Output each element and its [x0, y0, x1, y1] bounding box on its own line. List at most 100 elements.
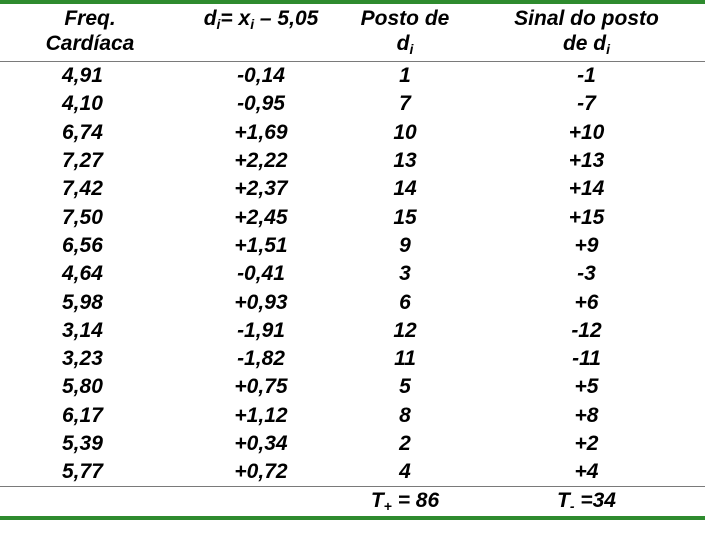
- cell-freq: 4,10: [62, 92, 103, 116]
- table-row: 5,77 +0,72 4 +4: [0, 458, 705, 486]
- cell-freq: 3,23: [62, 347, 103, 371]
- cell-di: +0,72: [234, 460, 288, 484]
- header-freq-line1: Freq.: [64, 7, 116, 30]
- cell-freq: 6,74: [62, 120, 103, 144]
- header-posto-sub: i: [409, 41, 414, 57]
- t-minus-symbol: T: [557, 489, 570, 513]
- table-row: 3,14 -1,91 12 -12: [0, 317, 705, 345]
- t-plus-sub: +: [383, 498, 392, 515]
- cell-freq: 5,98: [62, 290, 103, 314]
- table-row: 7,50 +2,45 15 +15: [0, 203, 705, 231]
- cell-sinal: +2: [574, 432, 599, 455]
- t-minus-sub: -: [569, 498, 575, 515]
- bottom-green-rule: [0, 516, 705, 520]
- table-row: 6,56 +1,51 9 +9: [0, 232, 705, 260]
- header-di-mid: = x: [220, 7, 251, 30]
- table-row: 6,17 +1,12 8 +8: [0, 402, 705, 430]
- table-row: 3,23 -1,82 11 -11: [0, 345, 705, 373]
- table-row: 5,80 +0,75 5 +5: [0, 373, 705, 401]
- cell-di: -1,82: [237, 347, 285, 371]
- table-row: 7,27 +2,22 13 +13: [0, 147, 705, 175]
- table-row: 7,42 +2,37 14 +14: [0, 175, 705, 203]
- cell-posto: 12: [393, 318, 417, 342]
- footer-empty-2: [180, 486, 342, 516]
- table-row: 5,98 +0,93 6 +6: [0, 288, 705, 316]
- cell-sinal: +8: [574, 403, 599, 427]
- cell-posto: 6: [399, 290, 411, 314]
- table-row: 4,91 -0,14 1 -1: [0, 62, 705, 90]
- cell-sinal: +4: [574, 460, 599, 484]
- header-posto-d: d: [396, 32, 410, 55]
- header-di-d: d: [203, 7, 217, 30]
- signed-rank-table: Freq. Cardíaca di= xi – 5,05 Posto de di…: [0, 6, 705, 516]
- header-di-tail: – 5,05: [254, 7, 319, 30]
- header-sinal-line1: Sinal do posto: [514, 7, 659, 30]
- cell-sinal: +6: [574, 290, 599, 314]
- header-row: Freq. Cardíaca di= xi – 5,05 Posto de di…: [0, 6, 705, 62]
- cell-di: -0,95: [237, 92, 285, 116]
- cell-di: +1,12: [234, 403, 288, 427]
- cell-posto: 15: [393, 205, 417, 229]
- cell-di: +0,34: [234, 432, 288, 455]
- header-posto-line1: Posto de: [360, 7, 450, 30]
- cell-di: -1,91: [237, 318, 285, 342]
- header-freq-cardiaca: Freq. Cardíaca: [0, 6, 180, 62]
- cell-di: -0,14: [237, 64, 285, 88]
- cell-posto: 7: [399, 92, 411, 116]
- cell-sinal: +5: [574, 375, 599, 399]
- t-plus-symbol: T: [370, 489, 384, 513]
- cell-di: +2,22: [234, 149, 288, 173]
- cell-freq: 6,17: [62, 403, 103, 427]
- header-di-sub2: i: [250, 16, 255, 32]
- table-row: 4,64 -0,41 3 -3: [0, 260, 705, 288]
- header-freq-line2: Cardíaca: [45, 32, 135, 55]
- cell-posto: 9: [399, 233, 411, 257]
- cell-posto: 2: [399, 432, 411, 455]
- cell-sinal: -11: [572, 347, 601, 371]
- cell-posto: 4: [399, 460, 411, 484]
- cell-freq: 4,91: [62, 64, 103, 88]
- cell-freq: 7,50: [62, 205, 103, 229]
- footer-row: T+ = 86 T- =34: [0, 486, 705, 516]
- cell-posto: 14: [393, 177, 417, 201]
- header-sinal-sub: i: [606, 41, 611, 57]
- cell-sinal: +10: [568, 120, 605, 144]
- cell-posto: 3: [399, 262, 411, 286]
- header-sinal: Sinal do posto de di: [468, 6, 705, 62]
- cell-di: -0,41: [237, 262, 285, 286]
- cell-sinal: +13: [568, 149, 605, 173]
- cell-freq: 3,14: [62, 318, 103, 342]
- footer-t-minus: T- =34: [468, 486, 705, 516]
- cell-sinal: -1: [577, 64, 596, 88]
- table-body: 4,91 -0,14 1 -1 4,10 -0,95 7 -7 6,74 +1,69 10 +10 7,…: [0, 62, 705, 486]
- top-green-rule: [0, 0, 705, 4]
- cell-posto: 5: [399, 375, 411, 399]
- header-di-sub: i: [216, 16, 221, 32]
- footer-t-plus: T+ = 86: [342, 486, 468, 516]
- cell-sinal: -7: [577, 92, 596, 116]
- cell-sinal: +14: [568, 177, 605, 201]
- cell-freq: 5,39: [62, 432, 103, 455]
- cell-freq: 5,80: [62, 375, 103, 399]
- cell-sinal: -12: [571, 318, 602, 342]
- header-posto: Posto de di: [342, 6, 468, 62]
- table-row: 4,10 -0,95 7 -7: [0, 90, 705, 118]
- cell-freq: 6,56: [62, 233, 103, 257]
- cell-sinal: -3: [577, 262, 596, 286]
- cell-freq: 7,27: [62, 149, 103, 173]
- cell-sinal: +15: [568, 205, 605, 229]
- cell-di: +2,45: [234, 205, 288, 229]
- cell-posto: 8: [399, 403, 411, 427]
- cell-freq: 7,42: [62, 177, 103, 201]
- cell-sinal: +9: [574, 233, 599, 257]
- cell-di: +2,37: [234, 177, 288, 201]
- cell-posto: 10: [393, 120, 417, 144]
- table-row: 5,39 +0,34 2 +2: [0, 430, 705, 458]
- cell-freq: 5,77: [62, 460, 103, 484]
- header-separator: [0, 61, 705, 62]
- footer-empty-1: [0, 486, 180, 516]
- footer-separator: [0, 486, 705, 487]
- cell-posto: 11: [394, 347, 416, 371]
- t-minus-value: =34: [574, 489, 616, 513]
- cell-posto: 13: [393, 149, 417, 173]
